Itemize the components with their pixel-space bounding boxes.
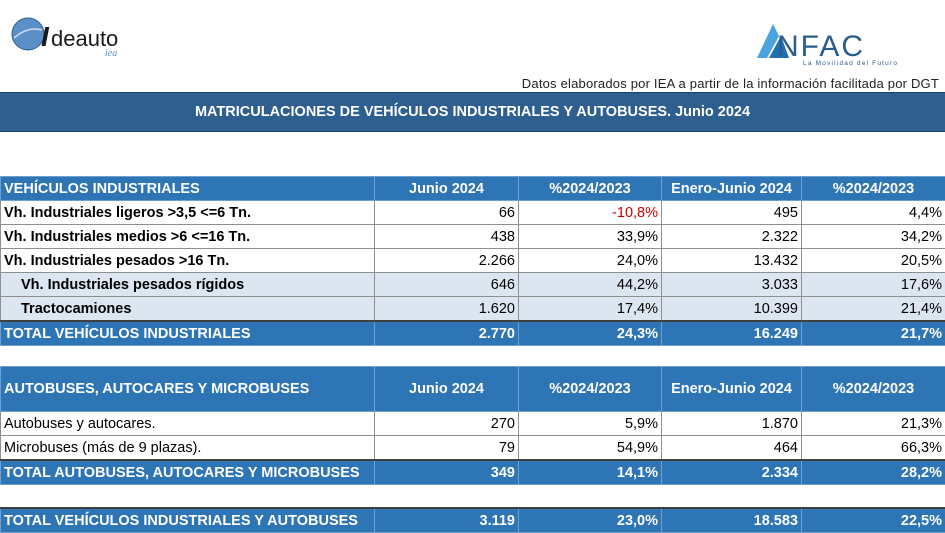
cell-pct-ytd: 21,4% [802,297,945,322]
cell-pct-ytd: 4,4% [802,201,945,225]
cell-month: 646 [375,273,519,297]
cell-pct-ytd: 34,2% [802,225,945,249]
cell-pct-month: -10,8% [519,201,662,225]
cell-pct-month: 24,0% [519,249,662,273]
row-label: Vh. Industriales pesados >16 Tn. [1,249,375,273]
row-label: Microbuses (más de 9 plazas). [1,436,375,461]
ideauto-logo-mark: I deauto iea [8,8,168,58]
cell-pct-ytd: 21,3% [802,412,945,436]
cell-pct-month: 33,9% [519,225,662,249]
total-label: TOTAL VEHÍCULOS INDUSTRIALES [1,321,375,346]
cell-pct-ytd: 66,3% [802,436,945,461]
cell-pct-month: 5,9% [519,412,662,436]
total-ytd: 16.249 [662,321,802,346]
grand-total-month: 3.119 [375,508,519,533]
grand-total-pct-ytd: 22,5% [802,508,945,533]
row-label: Vh. Industriales medios >6 <=16 Tn. [1,225,375,249]
table-row: Vh. Industriales ligeros >3,5 <=6 Tn. 66… [1,201,945,225]
industrial-header-row: VEHÍCULOS INDUSTRIALES Junio 2024 %2024/… [1,177,945,201]
cell-ytd: 2.322 [662,225,802,249]
cell-month: 66 [375,201,519,225]
svg-text:NFAC: NFAC [777,30,865,63]
cell-ytd: 1.870 [662,412,802,436]
page-title-text: MATRICULACIONES DE VEHÍCULOS INDUSTRIALE… [195,104,750,120]
total-month: 349 [375,460,519,485]
table-row: Vh. Industriales pesados >16 Tn. 2.266 2… [1,249,945,273]
col-header-pct-ytd: %2024/2023 [802,367,945,412]
cell-ytd: 10.399 [662,297,802,322]
grand-total-pct-month: 23,0% [519,508,662,533]
table-row: Microbuses (más de 9 plazas). 79 54,9% 4… [1,436,945,461]
cell-ytd: 464 [662,436,802,461]
grand-total-ytd: 18.583 [662,508,802,533]
industrial-total-row: TOTAL VEHÍCULOS INDUSTRIALES 2.770 24,3%… [1,321,945,346]
cell-month: 79 [375,436,519,461]
table-row: Autobuses y autocares. 270 5,9% 1.870 21… [1,412,945,436]
row-label: Vh. Industriales ligeros >3,5 <=6 Tn. [1,201,375,225]
cell-ytd: 495 [662,201,802,225]
col-header-pct-month: %2024/2023 [519,177,662,201]
col-header-month: Junio 2024 [375,367,519,412]
grand-total-table: TOTAL VEHÍCULOS INDUSTRIALES Y AUTOBUSES… [0,507,945,533]
col-header-pct-ytd: %2024/2023 [802,177,945,201]
total-pct-month: 14,1% [519,460,662,485]
col-header-pct-month: %2024/2023 [519,367,662,412]
buses-total-row: TOTAL AUTOBUSES, AUTOCARES Y MICROBUSES … [1,460,945,485]
anfac-logo-mark: NFAC La Movilidad del Futuro [755,18,905,68]
anfac-logo: NFAC La Movilidad del Futuro [755,18,905,68]
col-header-ytd: Enero-Junio 2024 [662,177,802,201]
total-pct-month: 24,3% [519,321,662,346]
ideauto-logo: I deauto iea [8,8,168,58]
cell-ytd: 13.432 [662,249,802,273]
cell-pct-month: 44,2% [519,273,662,297]
col-header-category: AUTOBUSES, AUTOCARES Y MICROBUSES [1,367,375,412]
cell-pct-month: 54,9% [519,436,662,461]
cell-pct-ytd: 17,6% [802,273,945,297]
cell-ytd: 3.033 [662,273,802,297]
total-ytd: 2.334 [662,460,802,485]
table-row-sub: Vh. Industriales pesados rígidos 646 44,… [1,273,945,297]
table-row-sub: Tractocamiones 1.620 17,4% 10.399 21,4% [1,297,945,322]
cell-month: 438 [375,225,519,249]
cell-pct-ytd: 20,5% [802,249,945,273]
cell-month: 1.620 [375,297,519,322]
col-header-ytd: Enero-Junio 2024 [662,367,802,412]
row-label: Autobuses y autocares. [1,412,375,436]
row-label: Tractocamiones [1,297,375,322]
grand-total-label: TOTAL VEHÍCULOS INDUSTRIALES Y AUTOBUSES [1,508,375,533]
ideauto-sub: iea [105,48,117,58]
total-pct-ytd: 21,7% [802,321,945,346]
col-header-month: Junio 2024 [375,177,519,201]
page-title: MATRICULACIONES DE VEHÍCULOS INDUSTRIALE… [0,92,945,132]
buses-table: AUTOBUSES, AUTOCARES Y MICROBUSES Junio … [0,366,945,485]
industrial-table: VEHÍCULOS INDUSTRIALES Junio 2024 %2024/… [0,176,945,346]
buses-header-row: AUTOBUSES, AUTOCARES Y MICROBUSES Junio … [1,367,945,412]
table-row: Vh. Industriales medios >6 <=16 Tn. 438 … [1,225,945,249]
cell-pct-month: 17,4% [519,297,662,322]
source-note: Datos elaborados por IEA a partir de la … [522,76,939,91]
total-pct-ytd: 28,2% [802,460,945,485]
total-label: TOTAL AUTOBUSES, AUTOCARES Y MICROBUSES [1,460,375,485]
cell-month: 2.266 [375,249,519,273]
svg-text:I: I [41,21,50,52]
total-month: 2.770 [375,321,519,346]
col-header-category: VEHÍCULOS INDUSTRIALES [1,177,375,201]
grand-total-row: TOTAL VEHÍCULOS INDUSTRIALES Y AUTOBUSES… [1,508,945,533]
row-label: Vh. Industriales pesados rígidos [1,273,375,297]
svg-text:La Movilidad del Futuro: La Movilidad del Futuro [803,60,898,67]
cell-month: 270 [375,412,519,436]
